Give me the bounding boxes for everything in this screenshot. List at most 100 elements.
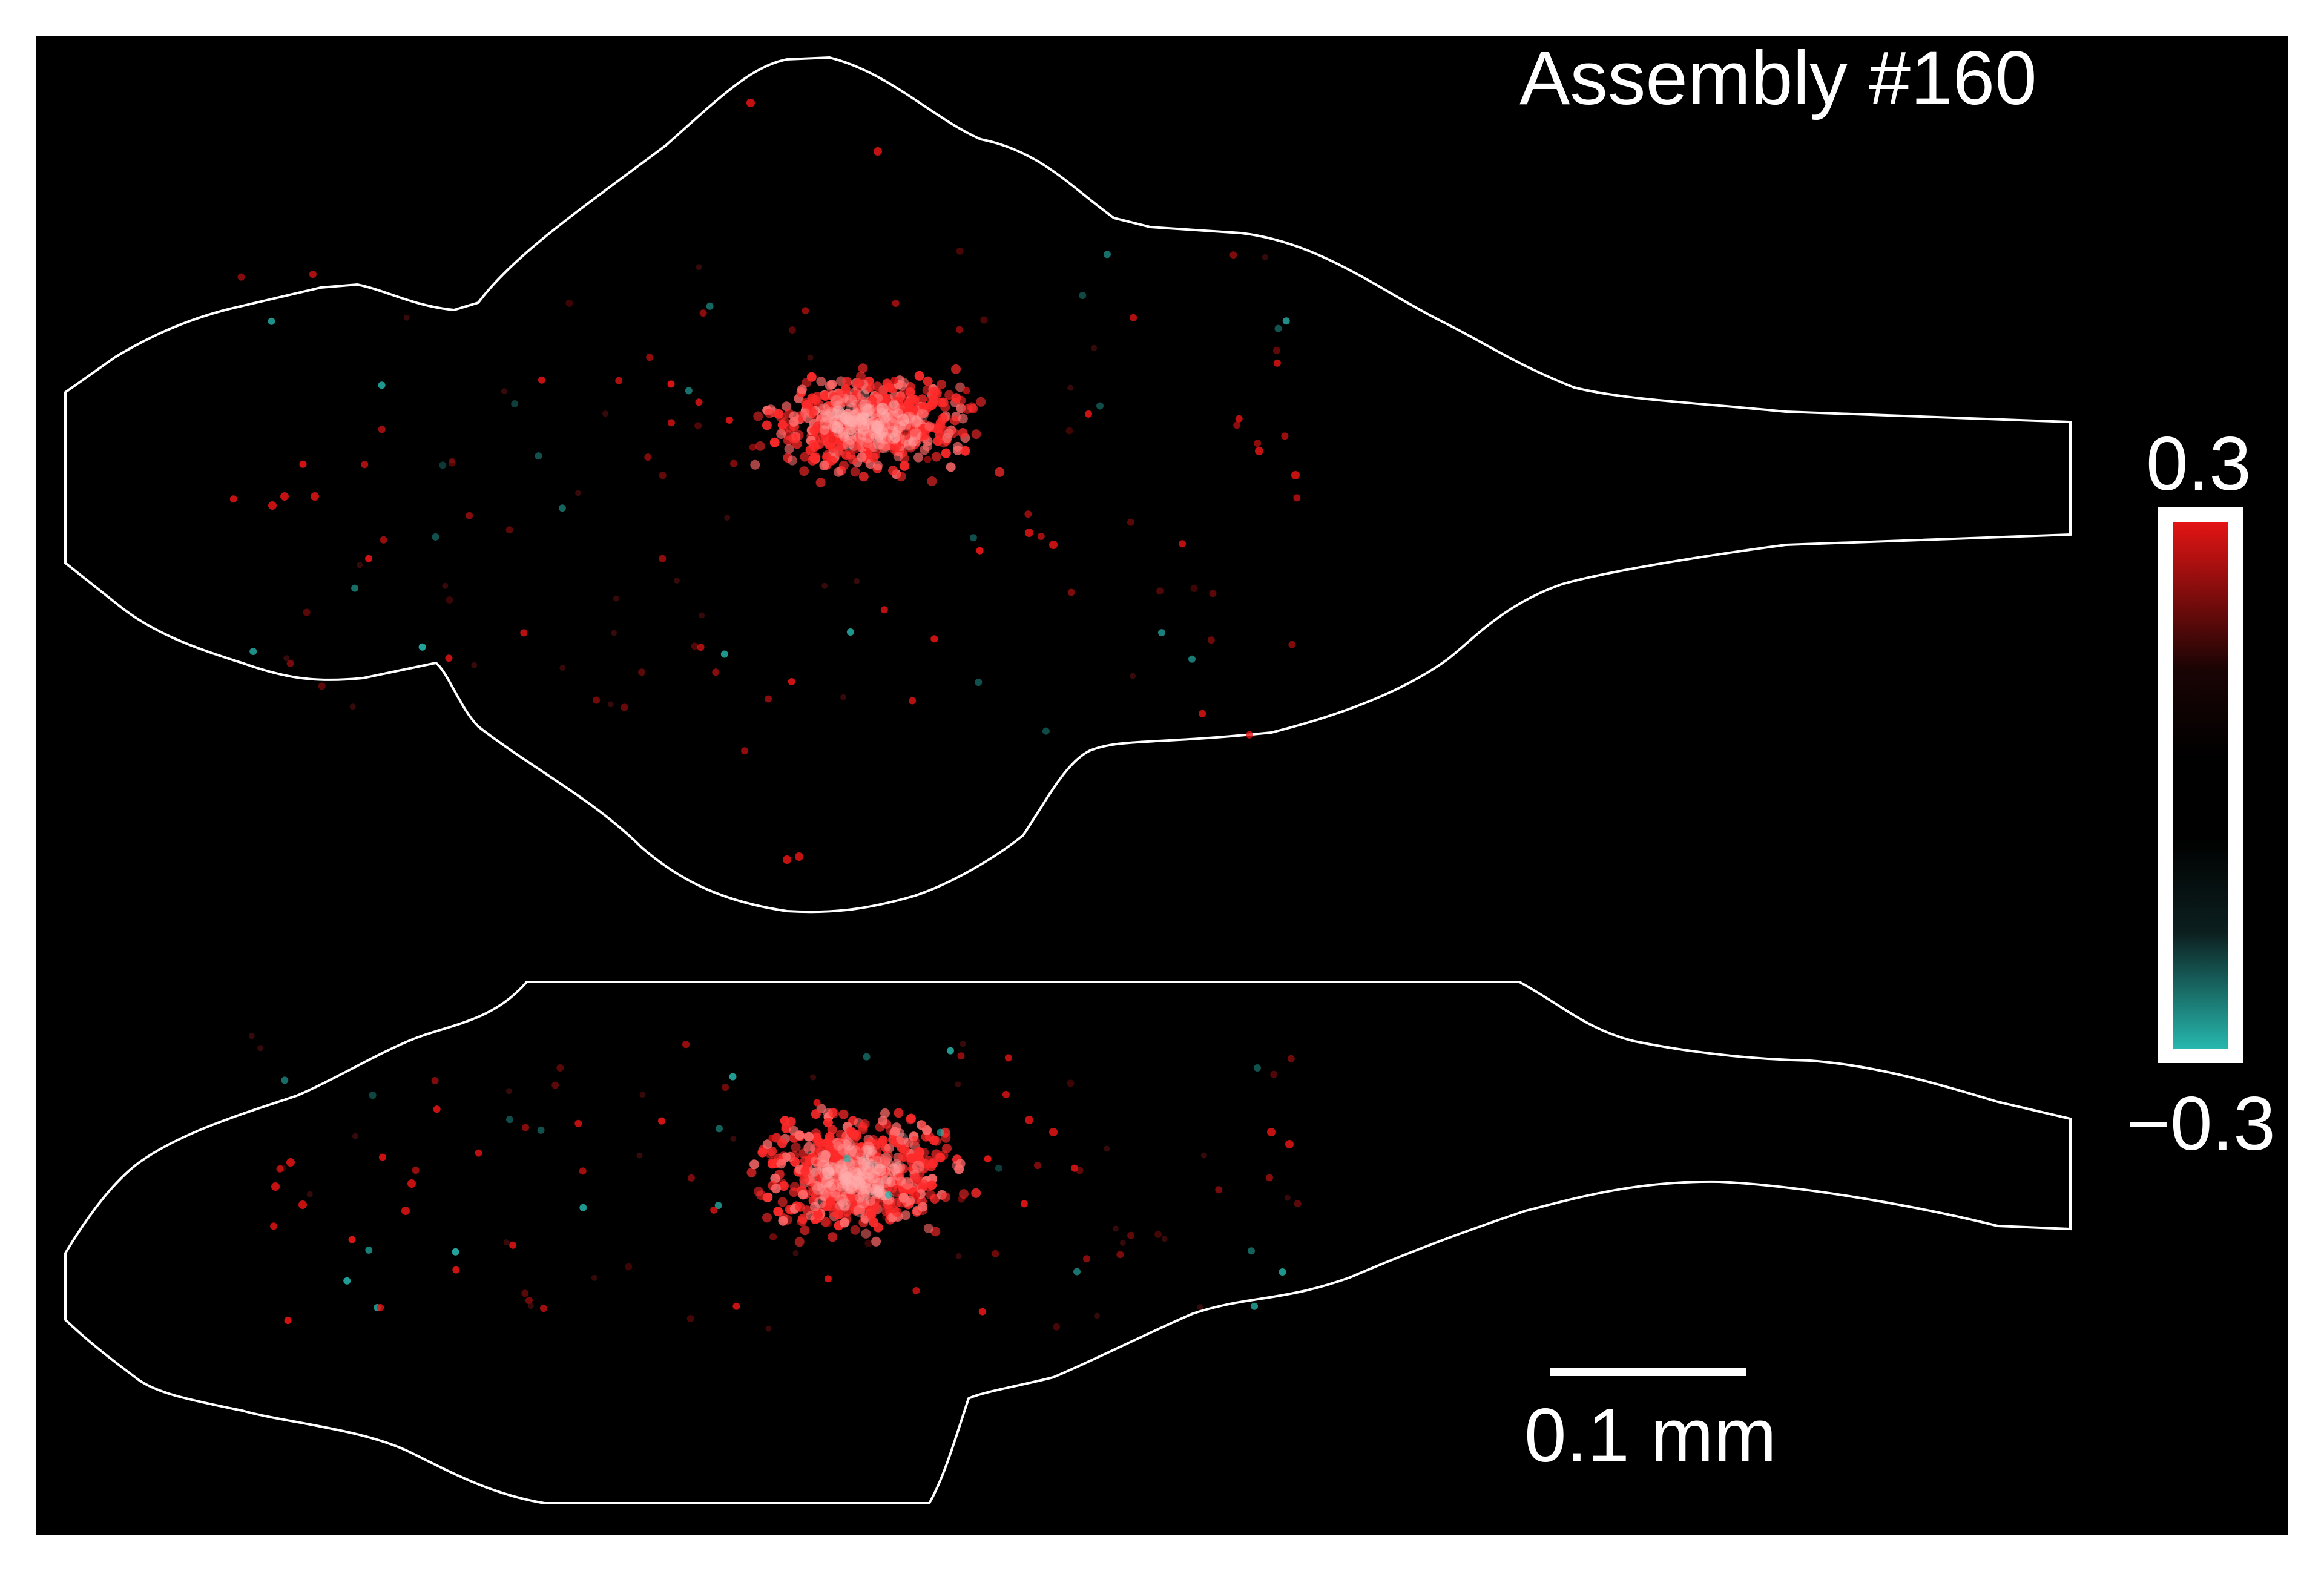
neuron-point <box>855 1204 866 1214</box>
neuron-point <box>685 387 693 395</box>
neuron-point <box>686 1315 694 1322</box>
neuron-point <box>878 1135 888 1145</box>
neuron-point <box>769 437 780 447</box>
neuron-point <box>724 515 731 521</box>
neuron-point <box>278 1164 286 1172</box>
neuron-point <box>849 1175 862 1188</box>
neuron-point <box>1004 1054 1012 1062</box>
neuron-point <box>863 1167 875 1179</box>
neuron-point <box>798 1190 808 1200</box>
neuron-point <box>995 467 1005 477</box>
neuron-point <box>378 381 386 389</box>
neuron-point <box>866 1171 879 1184</box>
neuron-point <box>602 410 608 417</box>
neuron-point <box>919 1121 927 1128</box>
neuron-point <box>781 1123 791 1133</box>
neuron-point <box>769 1233 777 1241</box>
neuron-point <box>855 415 867 427</box>
neuron-point <box>1158 629 1165 637</box>
neuron-point <box>866 420 879 433</box>
neuron-point <box>749 1159 759 1170</box>
neuron-point <box>909 428 922 441</box>
neuron-point <box>888 401 900 413</box>
neuron-point <box>784 444 794 454</box>
neuron-point <box>863 404 875 417</box>
neuron-point <box>445 654 453 662</box>
neuron-point <box>765 1148 775 1159</box>
neuron-point <box>539 1305 547 1312</box>
neuron-point <box>837 417 847 427</box>
neuron-point <box>442 582 449 589</box>
neuron-point <box>862 413 874 426</box>
neuron-point <box>844 395 857 407</box>
neuron-point <box>896 1132 909 1145</box>
neuron-point <box>870 421 883 433</box>
neuron-point <box>658 1117 665 1125</box>
neuron-point <box>978 1308 986 1316</box>
neuron-point <box>691 642 699 650</box>
neuron-point <box>574 1119 582 1127</box>
neuron-point <box>858 1124 868 1135</box>
neuron-point <box>857 411 870 424</box>
neuron-point <box>820 391 831 401</box>
neuron-point <box>380 536 387 544</box>
neuron-point <box>836 1164 848 1176</box>
neuron-point <box>815 1138 825 1148</box>
neuron-point <box>874 1156 884 1167</box>
lateral-view-outline <box>64 981 2072 1504</box>
neuron-point <box>674 577 680 584</box>
neuron-point <box>861 404 874 417</box>
neuron-point <box>825 440 834 450</box>
neuron-point <box>877 1188 889 1200</box>
colorbar-max-label: 0.3 <box>2146 422 2251 506</box>
neuron-point <box>471 662 478 668</box>
neuron-point <box>941 448 951 458</box>
neuron-point <box>833 426 846 438</box>
neuron-point <box>565 299 573 307</box>
neuron-point <box>349 703 356 710</box>
neuron-point <box>929 395 939 404</box>
neuron-point <box>682 1041 690 1049</box>
neuron-point <box>522 1124 530 1131</box>
neuron-point <box>912 416 922 426</box>
neuron-point <box>659 555 667 562</box>
neuron-point <box>963 387 970 395</box>
neuron-point <box>439 461 447 469</box>
neuron-point <box>850 467 860 477</box>
neuron-point <box>780 1116 790 1126</box>
neuron-point <box>1085 410 1092 418</box>
neuron-point <box>941 1192 950 1202</box>
neuron-point <box>873 1185 886 1198</box>
neuron-point <box>975 679 983 687</box>
neuron-point <box>817 410 829 423</box>
scale-bar-label: 0.1 mm <box>1524 1394 1777 1478</box>
neuron-point <box>1281 432 1289 440</box>
neuron-point <box>505 1088 512 1095</box>
neuron-point <box>1200 1152 1207 1159</box>
neuron-point <box>773 1207 783 1217</box>
neuron-point <box>750 459 760 470</box>
neuron-point <box>276 1165 284 1173</box>
neuron-point <box>896 472 906 482</box>
neuron-point <box>833 1141 843 1151</box>
neuron-point <box>853 1177 866 1190</box>
neuron-point <box>917 394 927 404</box>
neuron-point <box>268 317 275 325</box>
neuron-point <box>303 608 311 616</box>
neuron-point <box>829 1169 842 1182</box>
neuron-point <box>575 490 581 496</box>
neuron-point <box>858 472 869 482</box>
neuron-point <box>803 1142 816 1154</box>
neuron-point <box>842 1174 855 1187</box>
neuron-point <box>838 460 849 470</box>
neuron-point <box>976 397 986 407</box>
neuron-point <box>838 1173 851 1186</box>
neuron-point <box>857 452 867 463</box>
neuron-point <box>854 378 864 388</box>
neuron-point <box>876 403 889 415</box>
neuron-point <box>874 402 884 412</box>
neuron-point <box>872 461 883 471</box>
neuron-point <box>306 1191 313 1197</box>
neuron-point <box>813 1099 821 1107</box>
neuron-point <box>838 410 851 423</box>
